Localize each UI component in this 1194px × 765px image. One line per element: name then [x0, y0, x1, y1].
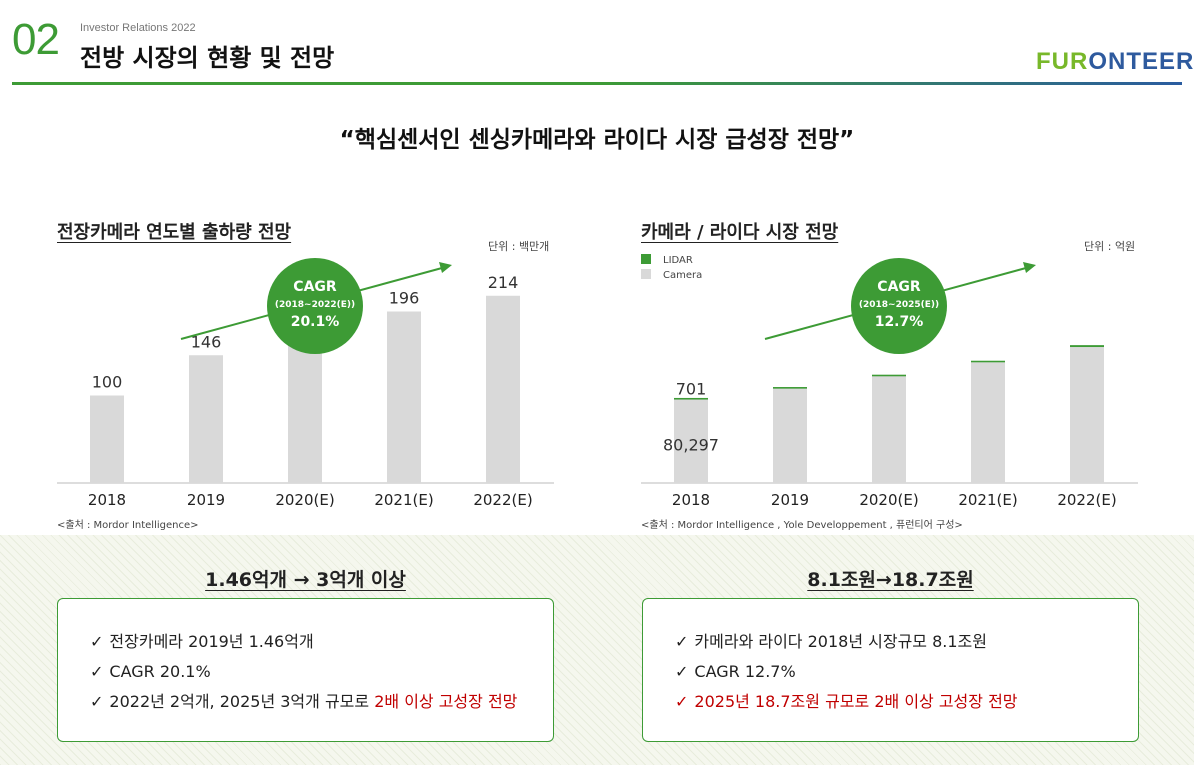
chart1-cagr-circle: [267, 258, 363, 354]
page-title: 전방 시장의 현황 및 전망: [80, 44, 335, 72]
chart1-cagr-value: 20.1%: [291, 314, 340, 330]
summary-right-item: ✓ CAGR 12.7%: [675, 657, 1138, 687]
chart2-svg: LIDAR Camera 2018 2019 2020(E) 2021(E) 2022(E)…: [641, 254, 1138, 509]
summary-right-box: ✓ 카메라와 라이다 2018년 시장규모 8.1조원 ✓ CAGR 12.7% ✓ 20…: [642, 598, 1139, 742]
summary-right-item: ✓ 카메라와 라이다 2018년 시장규모 8.1조원: [675, 627, 1138, 657]
chart1-bar: [486, 295, 520, 483]
chart2-x-tick-label: 2018: [672, 491, 710, 509]
summary-left-list: ✓ 전장카메라 2019년 1.46억개 ✓ CAGR 20.1% ✓ 2022년 2억개…: [90, 627, 553, 717]
chart2-x-tick-label: 2022(E): [1057, 491, 1116, 509]
chart2-cagr-period: (2018~2025(E)): [859, 300, 939, 310]
chart2-x-tick-label: 2021(E): [958, 491, 1017, 509]
summary-left-box: ✓ 전장카메라 2019년 1.46억개 ✓ CAGR 20.1% ✓ 2022년 2억개…: [57, 598, 554, 742]
chart2-bar-lidar: [773, 387, 807, 389]
chart1-data-label: 196: [389, 289, 420, 308]
summary-left-item-text: 전장카메라 2019년 1.46억개: [109, 632, 314, 651]
chart1-trend-arrowhead: [439, 262, 452, 273]
chart1-cagr-label: CAGR: [293, 279, 337, 295]
chart2-bar-camera: [872, 375, 906, 483]
chart2-bar-lidar: [872, 374, 906, 377]
chart1-svg: 100201814620191792020(E)1962021(E)214202…: [57, 258, 554, 509]
chart2-title: 카메라 / 라이다 시장 전망: [641, 222, 839, 243]
chart2-bar-lidar: [971, 360, 1005, 363]
summary-right-item-text: 카메라와 라이다 2018년 시장규모 8.1조원: [694, 632, 987, 651]
logo-part-a: FU: [1036, 48, 1070, 75]
summary-left-item: ✓ 2022년 2억개, 2025년 3억개 규모로 2배 이상 고성장 전망: [90, 687, 553, 717]
chart2-data-label-lidar: 701: [676, 380, 707, 399]
check-icon: ✓: [90, 662, 104, 681]
logo-part-b: R: [1070, 48, 1089, 75]
headline: “핵심센서인 센싱카메라와 라이다 시장 급성장 전망”: [339, 127, 855, 153]
chart2-bar-camera: [674, 398, 708, 483]
chart2-unit: 단위 : 억원: [1084, 240, 1136, 253]
summary-right-item: ✓ 2025년 18.7조원 규모로 2배 이상 고성장 전망: [675, 687, 1138, 717]
chart2-legend-swatch: [641, 269, 651, 279]
summary-left-item-highlight: 2배 이상 고성장 전망: [374, 692, 518, 711]
chart1-bar: [387, 311, 421, 483]
chart2-x-tick-label: 2019: [771, 491, 809, 509]
check-icon: ✓: [675, 662, 689, 681]
check-icon: ✓: [90, 692, 104, 711]
chart1-source: <출처 : Mordor Intelligence>: [57, 520, 199, 531]
chart2-x-tick-label: 2020(E): [859, 491, 918, 509]
chart1-data-label: 214: [488, 273, 519, 292]
check-icon: ✓: [675, 632, 689, 651]
chart2-cagr-label: CAGR: [877, 279, 921, 295]
chart1-data-label: 100: [92, 373, 123, 392]
summary-right-title: 8.1조원→18.7조원: [807, 569, 974, 591]
chart2-bar-lidar: [1070, 345, 1104, 348]
section-number: 02: [12, 15, 60, 64]
check-icon: ✓: [90, 632, 104, 651]
chart1-unit: 단위 : 백만개: [488, 240, 550, 253]
header-divider: [12, 82, 1182, 85]
chart1-x-tick-label: 2021(E): [374, 491, 433, 509]
summary-left-title: 1.46억개 → 3억개 이상: [205, 569, 406, 591]
summary-right-list: ✓ 카메라와 라이다 2018년 시장규모 8.1조원 ✓ CAGR 12.7% ✓ 20…: [675, 627, 1138, 717]
company-logo: FURONTEER: [1036, 48, 1194, 76]
summary-left-item: ✓ 전장카메라 2019년 1.46억개: [90, 627, 553, 657]
chart2-bar-camera: [971, 362, 1005, 483]
chart2-bar-camera: [1070, 347, 1104, 483]
summary-left-item-text: 2022년 2억개, 2025년 3억개 규모로: [109, 692, 375, 711]
summary-right-item-text: CAGR 12.7%: [694, 662, 796, 681]
chart1-x-tick-label: 2018: [88, 491, 126, 509]
summary-right-item-highlight: 2025년 18.7조원 규모로 2배 이상 고성장 전망: [694, 692, 1018, 711]
chart2-data-label-camera: 80,297: [663, 436, 719, 455]
chart2-bar-lidar: [674, 397, 708, 400]
chart2-source: <출처 : Mordor Intelligence , Yole Develop…: [641, 520, 963, 531]
chart2-legend-label: LIDAR: [663, 255, 693, 266]
summary-left-item-text: CAGR 20.1%: [109, 662, 211, 681]
chart2-bar-camera: [773, 387, 807, 483]
summary-left-item: ✓ CAGR 20.1%: [90, 657, 553, 687]
logo-part-c: ONTEER: [1088, 48, 1194, 75]
chart1-x-tick-label: 2019: [187, 491, 225, 509]
chart1-x-tick-label: 2020(E): [275, 491, 334, 509]
chart1-bar: [90, 395, 124, 483]
chart2-trend-arrowhead: [1023, 262, 1036, 273]
chart1-cagr-period: (2018~2022(E)): [275, 300, 355, 310]
chart2-cagr-value: 12.7%: [875, 314, 924, 330]
header-subtitle: Investor Relations 2022: [80, 22, 196, 34]
check-icon: ✓: [675, 692, 689, 711]
chart1-title: 전장카메라 연도별 출하량 전망: [57, 222, 292, 243]
chart2-legend-label: Camera: [663, 270, 702, 281]
chart2-legend-swatch: [641, 254, 651, 264]
chart1-data-label: 146: [191, 332, 222, 351]
chart1-x-tick-label: 2022(E): [473, 491, 532, 509]
chart1-bar: [189, 355, 223, 483]
chart2-cagr-circle: [851, 258, 947, 354]
